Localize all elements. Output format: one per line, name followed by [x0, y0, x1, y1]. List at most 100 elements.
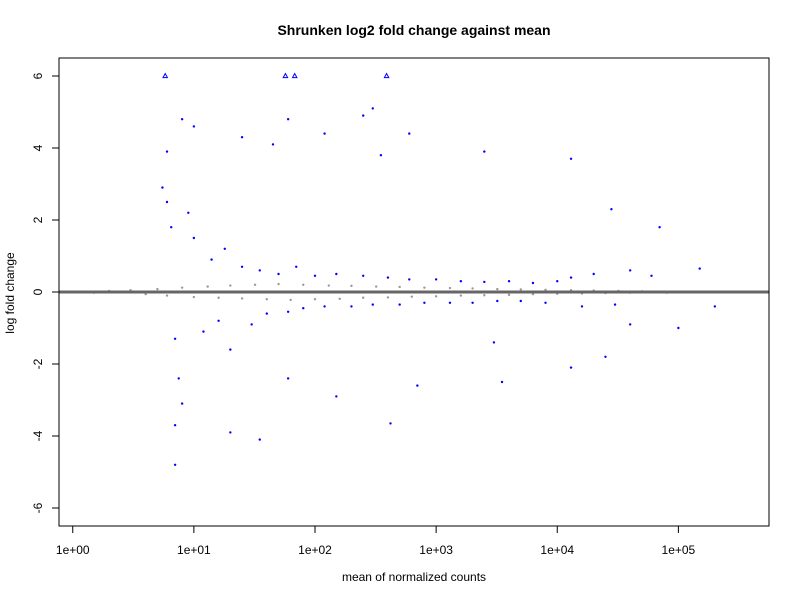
data-point: [386, 276, 390, 279]
data-point: [187, 211, 190, 214]
data-point: [416, 384, 419, 387]
x-tick-label: 1e+02: [298, 543, 332, 557]
data-point: [569, 366, 573, 369]
data-point: [544, 288, 547, 292]
data-point: [471, 301, 474, 304]
y-axis-label: log fold change: [3, 252, 17, 334]
data-point: [271, 143, 275, 146]
data-point: [650, 274, 653, 277]
data-point: [483, 294, 486, 297]
y-tick-label: 0: [31, 288, 45, 295]
data-point: [350, 284, 353, 288]
data-point: [362, 114, 365, 117]
data-point: [350, 305, 353, 308]
data-point: [289, 298, 292, 302]
data-point: [217, 319, 220, 322]
data-point: [192, 125, 196, 128]
data-point: [483, 280, 486, 284]
data-point: [286, 377, 290, 380]
data-point: [165, 150, 169, 153]
outlier-point: [291, 72, 298, 79]
data-point: [217, 296, 220, 299]
data-point: [223, 247, 226, 250]
chart-title: Shrunken log2 fold change against mean: [277, 22, 550, 38]
data-point: [398, 285, 401, 289]
data-point: [507, 293, 511, 297]
data-points: [81, 72, 717, 466]
x-tick-label: 1e+00: [56, 543, 90, 557]
data-point: [398, 303, 401, 306]
data-point: [531, 281, 535, 285]
data-point: [604, 355, 607, 358]
data-point: [313, 298, 317, 301]
data-point: [258, 438, 261, 441]
data-point: [610, 208, 613, 211]
y-axis: -6 -4 -2 0 2 4 6: [31, 72, 60, 513]
data-point: [165, 200, 169, 204]
data-point: [177, 377, 180, 380]
outlier-point: [162, 72, 169, 79]
data-point: [229, 284, 232, 287]
plot-frame: [58, 57, 770, 527]
x-tick-label: 1e+05: [662, 543, 696, 557]
data-point: [258, 269, 261, 272]
data-point: [379, 154, 383, 157]
data-point: [206, 285, 209, 288]
data-point: [286, 310, 290, 313]
data-point: [335, 272, 338, 276]
data-point: [180, 286, 184, 289]
data-point: [519, 299, 522, 303]
data-point: [408, 278, 411, 281]
y-tick-label: 4: [31, 144, 45, 151]
data-point: [170, 226, 173, 229]
data-point: [327, 284, 331, 287]
data-point: [374, 285, 378, 288]
data-point: [277, 272, 280, 276]
data-point: [229, 431, 232, 434]
data-point: [202, 330, 205, 333]
data-point: [165, 294, 169, 297]
data-point: [265, 298, 268, 301]
data-point: [323, 305, 326, 308]
data-point: [338, 297, 341, 301]
data-point: [161, 186, 164, 189]
y-tick-label: -2: [31, 358, 45, 369]
x-tick-label: 1e+03: [419, 543, 453, 557]
x-axis: 1e+00 1e+01 1e+02 1e+03 1e+04 1e+05: [56, 525, 696, 557]
data-point: [628, 269, 632, 272]
data-point: [496, 299, 499, 303]
data-point: [253, 283, 257, 286]
data-point: [483, 150, 486, 153]
data-point: [569, 276, 573, 279]
data-point: [471, 287, 474, 290]
data-point: [192, 295, 196, 299]
data-point: [265, 312, 268, 315]
data-point: [698, 267, 701, 270]
data-point: [192, 236, 196, 240]
data-point: [448, 286, 452, 290]
data-point: [423, 301, 426, 304]
y-tick-label: 2: [31, 216, 45, 223]
data-point: [362, 274, 365, 277]
data-point: [156, 287, 159, 291]
data-point: [410, 295, 414, 298]
data-point: [210, 258, 213, 261]
y-tick-label: 6: [31, 72, 45, 79]
data-point: [507, 280, 511, 283]
data-point: [677, 326, 680, 330]
data-point: [180, 402, 184, 405]
data-point: [434, 295, 438, 298]
x-axis-label: mean of normalized counts: [342, 570, 486, 584]
data-point: [459, 280, 463, 283]
y-tick-label: -6: [31, 502, 45, 513]
data-point: [229, 348, 232, 351]
data-point: [302, 283, 305, 286]
data-point: [386, 296, 390, 299]
data-point: [459, 294, 463, 297]
data-point: [448, 301, 452, 304]
data-point: [389, 422, 392, 425]
data-point: [544, 301, 547, 304]
data-point: [519, 288, 522, 291]
y-tick-label: -4: [31, 430, 45, 441]
x-tick-label: 1e+01: [177, 543, 211, 557]
